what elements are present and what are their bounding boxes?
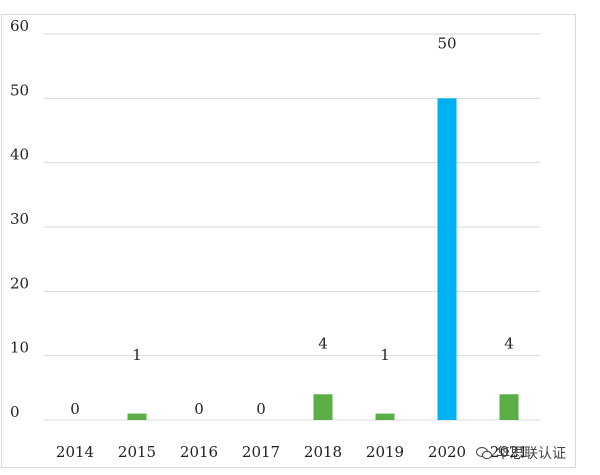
bar-2015 (127, 413, 147, 420)
y-tick-label: 10 (10, 339, 29, 357)
x-tick-label-2020: 2020 (428, 443, 466, 461)
chart-frame (1, 14, 576, 468)
y-tick-label: 50 (10, 81, 29, 99)
x-tick-label-2014: 2014 (56, 443, 94, 461)
y-tick-label: 60 (10, 17, 29, 35)
bar-2021 (499, 394, 519, 420)
y-tick-label: 40 (10, 146, 29, 164)
x-tick-label-2021: 2021 (490, 443, 528, 461)
y-tick-label: 0 (10, 403, 20, 421)
data-label-2020: 50 (437, 34, 456, 52)
x-tick-label-2016: 2016 (180, 443, 218, 461)
x-tick-label-2019: 2019 (366, 443, 404, 461)
y-tick-label: 30 (10, 210, 29, 228)
data-label-2018: 4 (318, 334, 328, 352)
bar-2019 (375, 413, 395, 420)
y-tick-label: 20 (10, 274, 29, 292)
watermark: 华思联认证 (476, 443, 566, 463)
x-tick-label-2015: 2015 (118, 443, 156, 461)
watermark-text: 华思联认证 (496, 446, 566, 462)
x-tick-label-2018: 2018 (304, 443, 342, 461)
data-label-2016: 0 (194, 400, 204, 418)
data-label-2014: 0 (70, 400, 80, 418)
data-label-2019: 1 (380, 346, 390, 364)
wechat-icon (476, 446, 492, 460)
bar-2018 (313, 394, 333, 420)
data-label-2015: 1 (132, 346, 142, 364)
data-label-2017: 0 (256, 400, 266, 418)
bar-2020 (437, 98, 457, 420)
x-tick-label-2017: 2017 (242, 443, 280, 461)
data-label-2021: 4 (504, 334, 514, 352)
